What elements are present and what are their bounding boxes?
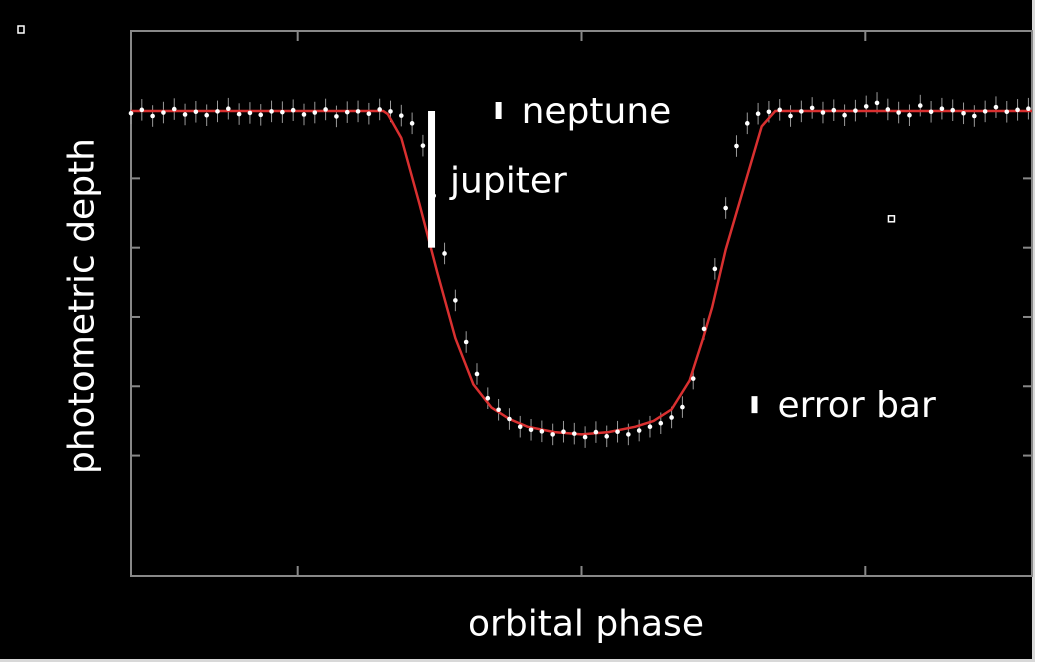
- data-point: [344, 109, 350, 115]
- data-point: [171, 106, 177, 112]
- data-point: [507, 416, 512, 422]
- data-point: [853, 108, 858, 113]
- data-point: [885, 107, 891, 112]
- error-bar-legend-marker: [751, 396, 758, 414]
- data-point: [939, 106, 945, 111]
- data-point: [377, 107, 382, 112]
- data-point: [907, 112, 912, 118]
- data-point: [355, 109, 361, 114]
- data-point: [539, 429, 545, 434]
- data-point: [1026, 106, 1031, 111]
- data-point: [799, 109, 804, 114]
- data-point: [420, 143, 426, 148]
- data-point: [485, 395, 491, 401]
- data-point: [658, 420, 664, 426]
- data-point: [215, 109, 220, 114]
- data-point: [517, 424, 523, 430]
- data-point: [139, 107, 145, 113]
- data-point: [463, 339, 469, 345]
- data-point: [961, 111, 966, 116]
- data-point: [571, 431, 577, 436]
- data-point: [993, 104, 999, 110]
- data-point: [528, 427, 534, 433]
- data-point: [636, 428, 642, 433]
- data-point: [550, 432, 555, 437]
- data-point: [928, 109, 934, 115]
- data-point: [204, 112, 209, 118]
- data-point: [150, 113, 155, 119]
- data-point: [290, 107, 296, 113]
- data-point: [777, 107, 783, 113]
- data-point: [280, 109, 285, 115]
- data-point: [809, 105, 815, 111]
- data-point: [399, 113, 404, 118]
- data-point: [712, 266, 718, 272]
- data-point: [409, 121, 415, 126]
- data-point: [442, 251, 447, 256]
- data-point: [788, 113, 793, 119]
- annotation-label: neptune: [522, 91, 672, 132]
- data-point: [604, 434, 610, 439]
- data-point: [247, 110, 253, 116]
- data-point: [744, 121, 750, 126]
- data-point: [669, 415, 674, 420]
- data-point: [950, 107, 956, 113]
- data-point: [701, 326, 707, 332]
- data-point: [755, 111, 761, 116]
- data-point: [820, 110, 826, 115]
- data-point: [236, 111, 242, 117]
- data-point: [323, 107, 328, 112]
- data-point: [561, 429, 566, 435]
- data-point: [680, 404, 685, 410]
- data-point: [593, 429, 599, 435]
- data-point: [334, 114, 339, 119]
- annotation-label: error bar: [777, 385, 936, 426]
- axis-ticks: [131, 31, 1032, 576]
- data-point: [474, 371, 480, 377]
- jupiter-size-bar: [428, 111, 436, 248]
- data-point: [1015, 107, 1020, 113]
- data-point: [874, 100, 880, 106]
- data-point: [128, 111, 134, 116]
- x-axis-label: orbital phase: [468, 603, 704, 645]
- data-point: [496, 407, 501, 413]
- data-point: [182, 112, 188, 117]
- data-point: [226, 106, 231, 111]
- data-point: [972, 113, 977, 119]
- neptune-size-bar: [495, 102, 502, 119]
- data-point: [982, 109, 988, 114]
- data-point: [388, 109, 393, 114]
- data-point: [863, 104, 869, 109]
- data-point: [615, 429, 620, 435]
- annotations: neptune jupiter error bar: [428, 91, 936, 426]
- data-point: [734, 143, 739, 149]
- data-point: [896, 110, 901, 115]
- data-point: [312, 110, 318, 115]
- data-point: [647, 424, 653, 430]
- data-point: [161, 110, 166, 115]
- data-point: [842, 112, 847, 118]
- data-point: [831, 107, 837, 113]
- data-point: [193, 109, 199, 115]
- data-point: [690, 376, 696, 381]
- data-point: [301, 112, 307, 117]
- y-axis-label: photometric depth: [61, 138, 103, 474]
- data-point: [269, 109, 274, 114]
- corner-marker: [17, 25, 25, 34]
- data-point: [626, 432, 631, 437]
- stray-marker: [887, 215, 896, 223]
- model-fit-line: [131, 109, 1032, 436]
- data-point: [917, 103, 923, 108]
- annotation-label: jupiter: [449, 160, 567, 201]
- data-point: [582, 434, 588, 440]
- data-point: [366, 111, 372, 116]
- data-point: [258, 112, 264, 118]
- data-point: [723, 205, 728, 211]
- data-point: [453, 298, 458, 303]
- data-point: [1004, 109, 1010, 115]
- data-points: [128, 100, 1031, 440]
- data-point: [766, 109, 772, 115]
